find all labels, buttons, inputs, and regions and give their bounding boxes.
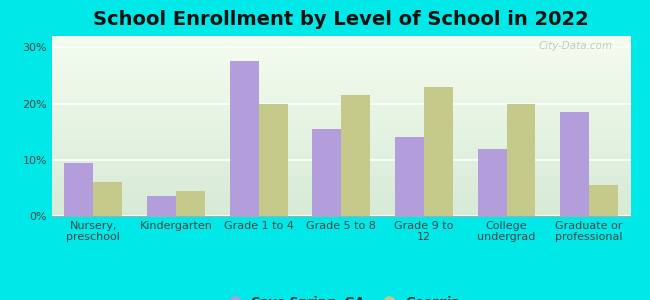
Bar — [64, 163, 94, 216]
Bar — [312, 129, 341, 216]
Bar — [424, 87, 453, 216]
Title: School Enrollment by Level of School in 2022: School Enrollment by Level of School in … — [94, 10, 589, 29]
Legend: Cave Spring, GA, Georgia: Cave Spring, GA, Georgia — [217, 291, 465, 300]
Bar — [506, 103, 536, 216]
Bar — [176, 191, 205, 216]
Bar — [341, 95, 370, 216]
Bar — [259, 103, 287, 216]
Bar — [147, 196, 176, 216]
Bar — [229, 61, 259, 216]
Bar — [395, 137, 424, 216]
Text: City-Data.com: City-Data.com — [539, 41, 613, 51]
Bar — [94, 182, 122, 216]
Bar — [589, 185, 618, 216]
Bar — [560, 112, 589, 216]
Bar — [478, 148, 506, 216]
